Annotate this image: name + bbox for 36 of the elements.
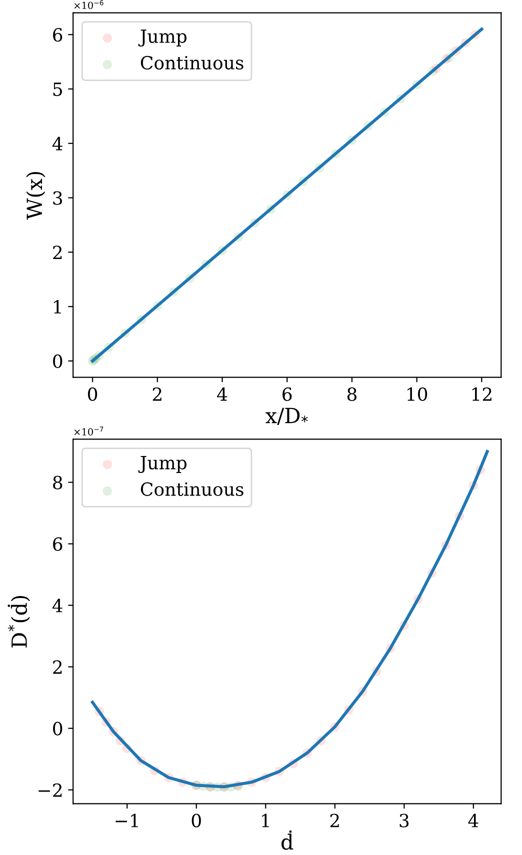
x-tick-label: 3 [400, 814, 409, 828]
y-tick-label: 0 [53, 722, 62, 736]
y-tick-label: 5 [53, 82, 62, 96]
y-tick-label: 2 [53, 246, 62, 260]
legend-label: Continuous [140, 56, 244, 70]
x-tick-label: 8 [347, 387, 356, 401]
y-axis-title: W(x) [26, 172, 46, 220]
x-axis-title: x/D$_{*}$ [266, 408, 308, 425]
y-tick-label: 1 [54, 300, 61, 314]
x-tick-label: 12 [472, 387, 492, 401]
x-tick-label: 1 [262, 814, 269, 828]
x-tick-label: 6 [282, 387, 292, 401]
y-tick-label: 2 [53, 660, 62, 674]
y-tick-label: 4 [52, 598, 62, 612]
y-tick-label: −2 [38, 783, 62, 797]
x-tick-label: 4 [468, 814, 478, 828]
legend-label: Jump [138, 456, 187, 473]
y-tick-label: 6 [53, 28, 62, 42]
x-tick-label: −1 [116, 814, 138, 828]
x-tick-label: 2 [152, 387, 162, 401]
y-axis-title: D$^{*}$(ḋ) [8, 596, 30, 648]
y-tick-label: 3 [53, 191, 62, 205]
legend-label: Continuous [140, 482, 244, 496]
x-tick-label: 2 [330, 814, 339, 828]
x-tick-label: 4 [217, 387, 228, 401]
legend-label: Jump [138, 30, 187, 47]
text: ×10$^{−6}$ [74, 0, 104, 10]
y-tick-label: 4 [52, 136, 62, 150]
x-axis-title: ḋ [281, 830, 294, 850]
x-tick-label: 0 [192, 814, 201, 828]
x-tick-label: 0 [88, 387, 98, 401]
text: ×10$^{−7}$ [74, 426, 104, 436]
y-tick-label: 0 [53, 354, 62, 368]
y-tick-label: 8 [53, 476, 62, 490]
x-tick-label: 10 [408, 387, 428, 401]
y-tick-label: 6 [53, 537, 62, 551]
